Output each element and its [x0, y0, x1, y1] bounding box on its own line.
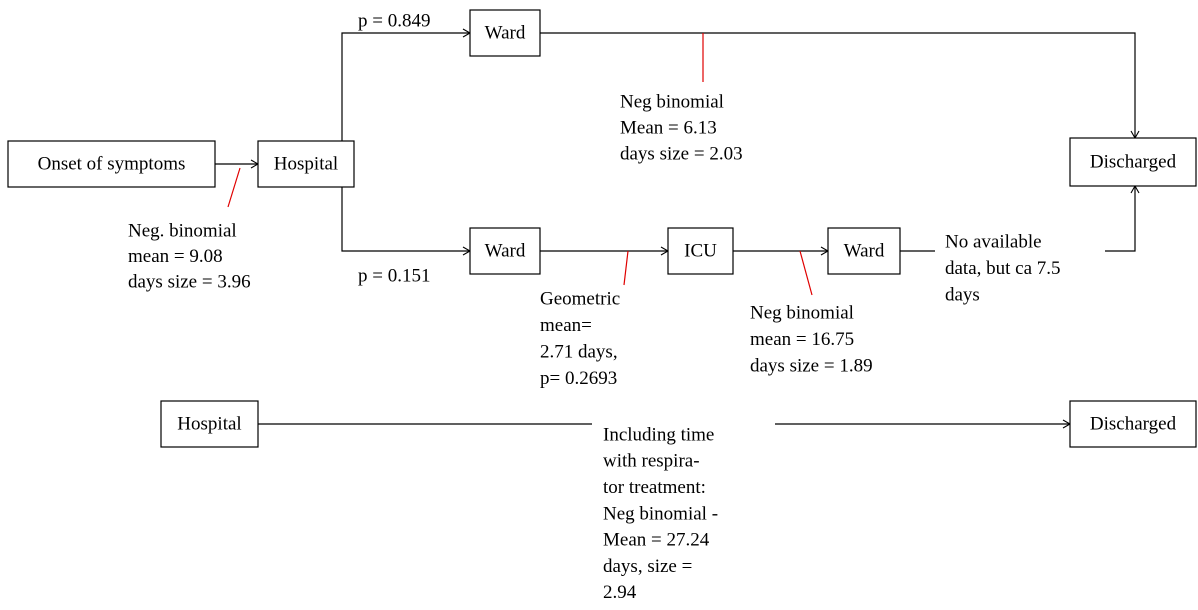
annotation-line: 2.71 days,	[540, 341, 618, 362]
edge-label: p = 0.151	[358, 265, 430, 286]
node-label: Hospital	[177, 413, 241, 434]
annotation-line: No available	[945, 231, 1042, 252]
node-label: Ward	[485, 240, 526, 261]
edges	[215, 28, 1140, 429]
node-box	[827, 227, 901, 275]
annotation-line: days, size =	[603, 556, 692, 577]
node-box	[667, 227, 734, 275]
node-box	[7, 140, 216, 188]
annotation-line: tor treatment:	[603, 477, 706, 498]
annotation-line: Neg. binomial	[128, 220, 237, 241]
node-label: Ward	[844, 240, 885, 261]
node-label: Discharged	[1090, 413, 1177, 434]
annotation-line: Including time	[603, 424, 714, 445]
edge	[341, 28, 472, 141]
node-box	[1069, 400, 1197, 448]
node-box	[160, 400, 259, 448]
annotation-line: 2.94	[603, 582, 637, 603]
annotation-line: Mean = 27.24	[603, 530, 710, 551]
annotation-line: Neg binomial	[750, 302, 854, 323]
annotation-line: Geometric	[540, 288, 620, 309]
annotation-line: mean=	[540, 315, 592, 336]
annotation-line: days size = 1.89	[750, 355, 873, 376]
annotation-line: data, but ca 7.5	[945, 258, 1061, 279]
annotation-line: p= 0.2693	[540, 368, 617, 389]
pointer	[799, 250, 813, 296]
node-label: Onset of symptoms	[38, 153, 186, 174]
node-box	[469, 227, 541, 275]
annotation-line: days size = 3.96	[128, 271, 251, 292]
annotation-line: mean = 16.75	[750, 329, 854, 350]
annotation-line: Neg binomial -	[603, 503, 718, 524]
pointer	[227, 167, 241, 208]
annotation-line: with respira-	[603, 451, 700, 472]
edge-label: p = 0.849	[358, 10, 430, 31]
node-label: Discharged	[1090, 151, 1177, 172]
annotation-line: Neg binomial	[620, 91, 724, 112]
annotation-line: Mean = 6.13	[620, 117, 717, 138]
annotation-line: days	[945, 284, 980, 305]
annotation-line: days size = 2.03	[620, 143, 743, 164]
node-box	[257, 140, 355, 188]
edge	[1105, 184, 1140, 252]
node-box	[469, 9, 541, 57]
edge	[540, 32, 1140, 140]
annotation-line: mean = 9.08	[128, 246, 223, 267]
node-label: ICU	[684, 240, 717, 261]
pointer	[623, 250, 629, 286]
node-box	[1069, 137, 1197, 187]
edge	[341, 187, 472, 256]
node-label: Ward	[485, 22, 526, 43]
node-label: Hospital	[274, 153, 338, 174]
